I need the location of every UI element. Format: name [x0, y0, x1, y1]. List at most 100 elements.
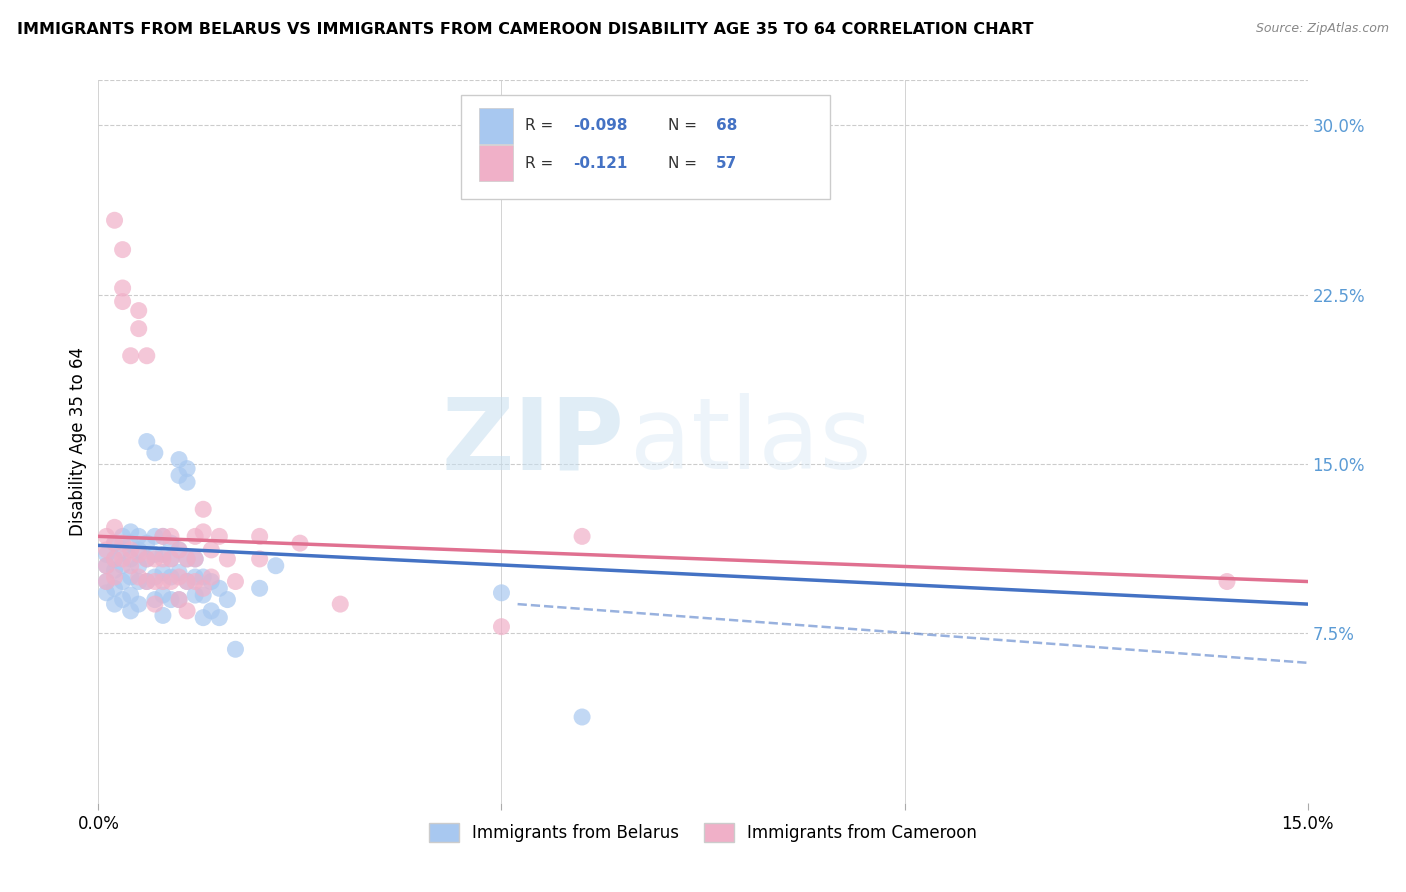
Point	[176, 552, 198, 566]
Point	[288, 536, 311, 550]
Point	[103, 563, 125, 577]
Point	[111, 529, 134, 543]
Text: atlas: atlas	[630, 393, 872, 490]
Point	[120, 524, 142, 539]
Point	[143, 529, 166, 543]
Point	[329, 597, 352, 611]
Point	[128, 597, 150, 611]
Point	[176, 552, 198, 566]
Point	[103, 597, 125, 611]
FancyBboxPatch shape	[461, 95, 830, 200]
Point	[249, 529, 271, 543]
Point	[135, 536, 157, 550]
Point	[224, 574, 246, 589]
Point	[217, 592, 239, 607]
Point	[128, 529, 150, 543]
FancyBboxPatch shape	[479, 145, 513, 181]
Point	[193, 582, 215, 596]
Point	[160, 552, 183, 566]
Point	[152, 552, 174, 566]
Point	[120, 542, 142, 557]
Text: N =: N =	[668, 156, 702, 171]
Point	[176, 604, 198, 618]
Point	[103, 520, 125, 534]
Point	[143, 548, 166, 562]
Point	[167, 452, 190, 467]
Point	[96, 558, 118, 573]
Point	[193, 570, 215, 584]
Point	[96, 558, 118, 573]
Text: R =: R =	[526, 119, 558, 133]
Point	[167, 566, 190, 580]
Point	[200, 542, 222, 557]
Point	[176, 574, 198, 589]
Point	[167, 592, 190, 607]
Point	[96, 574, 118, 589]
Point	[143, 446, 166, 460]
Point	[167, 542, 190, 557]
Point	[200, 574, 222, 589]
Point	[1216, 574, 1239, 589]
Point	[96, 548, 118, 562]
Text: ZIP: ZIP	[441, 393, 624, 490]
Text: IMMIGRANTS FROM BELARUS VS IMMIGRANTS FROM CAMEROON DISABILITY AGE 35 TO 64 CORR: IMMIGRANTS FROM BELARUS VS IMMIGRANTS FR…	[17, 22, 1033, 37]
Point	[167, 592, 190, 607]
Legend: Immigrants from Belarus, Immigrants from Cameroon: Immigrants from Belarus, Immigrants from…	[422, 816, 984, 848]
Text: Source: ZipAtlas.com: Source: ZipAtlas.com	[1256, 22, 1389, 36]
Point	[249, 582, 271, 596]
Point	[111, 552, 134, 566]
Point	[111, 536, 134, 550]
Point	[571, 710, 593, 724]
Point	[103, 536, 125, 550]
Point	[571, 529, 593, 543]
FancyBboxPatch shape	[479, 108, 513, 144]
Point	[200, 604, 222, 618]
Point	[111, 558, 134, 573]
Point	[167, 542, 190, 557]
Point	[184, 574, 207, 589]
Point	[167, 468, 190, 483]
Point	[103, 582, 125, 596]
Point	[135, 574, 157, 589]
Point	[128, 303, 150, 318]
Point	[96, 529, 118, 543]
Point	[111, 294, 134, 309]
Point	[152, 529, 174, 543]
Point	[152, 608, 174, 623]
Point	[184, 552, 207, 566]
Point	[143, 552, 166, 566]
Point	[120, 349, 142, 363]
Point	[491, 620, 513, 634]
Point	[96, 586, 118, 600]
Point	[111, 592, 134, 607]
Point	[152, 588, 174, 602]
Point	[120, 558, 142, 573]
Point	[120, 552, 142, 566]
Point	[128, 321, 150, 335]
Point	[152, 529, 174, 543]
Point	[491, 586, 513, 600]
Text: -0.121: -0.121	[574, 156, 628, 171]
Point	[143, 570, 166, 584]
Point	[176, 574, 198, 589]
Point	[224, 642, 246, 657]
Point	[184, 570, 207, 584]
Point	[184, 552, 207, 566]
Point	[176, 475, 198, 490]
Text: N =: N =	[668, 119, 702, 133]
Point	[160, 574, 183, 589]
Point	[160, 570, 183, 584]
Text: -0.098: -0.098	[574, 119, 628, 133]
Point	[111, 281, 134, 295]
Point	[120, 536, 142, 550]
Point	[143, 592, 166, 607]
Point	[208, 529, 231, 543]
Text: 68: 68	[716, 119, 738, 133]
Point	[152, 548, 174, 562]
Point	[193, 588, 215, 602]
Point	[160, 592, 183, 607]
Point	[193, 524, 215, 539]
Point	[111, 542, 134, 557]
Point	[120, 570, 142, 584]
Point	[111, 574, 134, 589]
